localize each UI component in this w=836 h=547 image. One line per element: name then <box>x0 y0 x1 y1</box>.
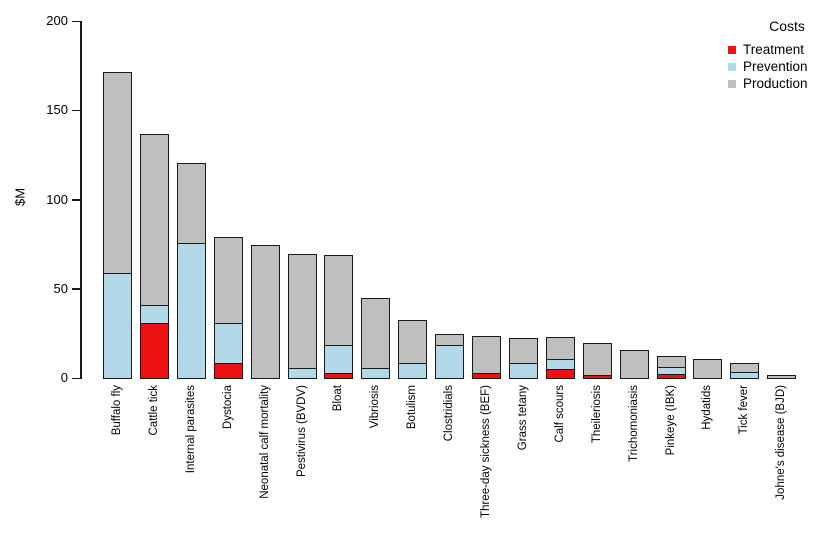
legend-item-prevention: Prevention <box>728 58 832 75</box>
x-axis-label: Pinkeye (IBK) <box>664 385 677 456</box>
legend-item-production: Production <box>728 75 832 92</box>
bar-segment-treatment <box>545 368 575 379</box>
bar-segment-production <box>139 133 169 307</box>
x-axis-label: Johne's disease (BJD) <box>775 385 788 500</box>
x-axis-label: Calf scours <box>553 385 566 443</box>
x-axis-label: Three-day sickness (BEF) <box>480 385 492 518</box>
x-axis-label: Buffalo fly <box>111 385 123 436</box>
bar-segment-production <box>619 350 649 379</box>
y-axis-tick-label: 150 <box>46 102 68 118</box>
bar-segment-prevention <box>103 273 132 379</box>
x-axis-label: Bloat <box>332 385 345 412</box>
y-axis-tick <box>72 199 80 201</box>
x-axis-label: Internal parasites <box>184 385 197 474</box>
legend-title: Costs <box>769 18 805 34</box>
bar-segment-treatment <box>582 375 612 379</box>
legend-label: Production <box>743 76 808 91</box>
y-axis-tick-label: 0 <box>60 370 68 385</box>
bar-segment-prevention <box>730 371 760 379</box>
bar-tick-fever <box>730 362 760 379</box>
treatment-swatch-icon <box>728 45 736 54</box>
bar-segment-production <box>767 375 797 379</box>
bar-theileriosis <box>582 342 612 379</box>
x-axis-label: Theileriosis <box>590 385 603 444</box>
bar-segment-prevention <box>435 344 465 379</box>
bar-johne-s-disease-bjd <box>767 375 797 379</box>
y-axis-title: $M <box>12 187 28 207</box>
bar-hydatids <box>693 359 723 379</box>
x-axis-label: Trichomoniasis <box>627 385 640 462</box>
bar-pestivirus-bvdv <box>287 253 317 379</box>
bar-trichomoniasis <box>619 350 649 379</box>
x-axis-label: Neonatal calf mortality <box>258 385 271 499</box>
x-axis-label: Hydatids <box>701 385 714 430</box>
bar-segment-prevention <box>139 305 169 325</box>
bar-bloat <box>324 255 354 379</box>
prevention-swatch-icon <box>728 62 736 71</box>
bar-botulism <box>398 319 428 379</box>
bar-segment-production <box>472 335 501 375</box>
y-axis-tick <box>72 20 80 22</box>
bar-segment-production <box>582 342 612 377</box>
bar-segment-prevention <box>176 243 206 379</box>
bar-segment-production <box>324 255 354 346</box>
bar-segment-production <box>398 319 428 364</box>
bar-segment-production <box>545 337 575 360</box>
bar-cattle-tick <box>139 133 169 379</box>
x-axis-label: Grass tetany <box>516 385 529 451</box>
x-axis-label: Dystocia <box>221 385 234 430</box>
bar-segment-production <box>693 359 723 379</box>
bar-segment-treatment <box>213 362 243 379</box>
bar-segment-treatment <box>324 373 354 379</box>
y-axis-tick-label: 200 <box>46 13 68 28</box>
bar-vibriosis <box>361 298 391 379</box>
bar-segment-prevention <box>287 368 317 379</box>
bar-buffalo-fly <box>103 71 132 379</box>
y-axis-tick-label: 50 <box>53 280 68 296</box>
bar-segment-prevention <box>361 368 391 379</box>
y-axis-tick-label: 100 <box>46 191 68 207</box>
bar-segment-production <box>287 253 317 370</box>
bar-segment-production <box>176 162 206 245</box>
bar-grass-tetany <box>508 337 538 379</box>
bar-segment-prevention <box>508 362 538 379</box>
legend-label: Prevention <box>743 59 808 74</box>
y-axis-tick <box>72 377 80 379</box>
bar-segment-production <box>250 244 280 379</box>
bar-dystocia <box>213 237 243 379</box>
legend-item-treatment: Treatment <box>728 41 832 58</box>
x-axis-label: Vibriosis <box>369 385 382 429</box>
y-axis-tick <box>72 288 80 290</box>
bar-clostridials <box>435 333 465 379</box>
y-axis-tick <box>72 109 80 112</box>
bar-three-day-sickness-bef <box>472 335 501 379</box>
x-axis-label: Clostridials <box>443 385 456 442</box>
bar-pinkeye-ibk <box>656 356 686 379</box>
bar-segment-production <box>213 237 243 325</box>
bar-segment-prevention <box>213 323 243 364</box>
legend: Costs Treatment Prevention Production <box>728 18 832 92</box>
bar-segment-production <box>361 298 391 370</box>
x-axis-label: Tick fever <box>738 385 751 435</box>
x-axis-label: Botulism <box>406 385 419 430</box>
x-axis-label: Pestivirus (BVDV) <box>295 385 308 478</box>
legend-label: Treatment <box>743 42 805 57</box>
y-axis-line <box>80 21 82 379</box>
x-axis-label: Cattle tick <box>147 385 160 436</box>
bar-segment-prevention <box>398 362 428 379</box>
bar-internal-parasites <box>176 162 206 379</box>
bar-segment-treatment <box>139 323 169 379</box>
bar-segment-prevention <box>324 344 354 375</box>
bar-neonatal-calf-mortality <box>250 244 280 379</box>
bar-segment-treatment <box>656 374 686 379</box>
bar-segment-treatment <box>472 373 501 379</box>
bar-calf-scours <box>545 337 575 379</box>
production-swatch-icon <box>728 79 736 88</box>
bar-segment-production <box>508 337 538 364</box>
bar-segment-production <box>103 71 132 275</box>
